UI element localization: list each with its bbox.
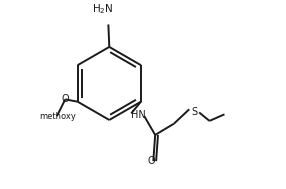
Text: HN: HN bbox=[131, 110, 146, 120]
Text: S: S bbox=[191, 107, 198, 117]
Text: O: O bbox=[148, 156, 155, 166]
Text: O: O bbox=[61, 94, 69, 104]
Text: methoxy: methoxy bbox=[39, 112, 76, 121]
Text: H$_2$N: H$_2$N bbox=[92, 3, 114, 16]
